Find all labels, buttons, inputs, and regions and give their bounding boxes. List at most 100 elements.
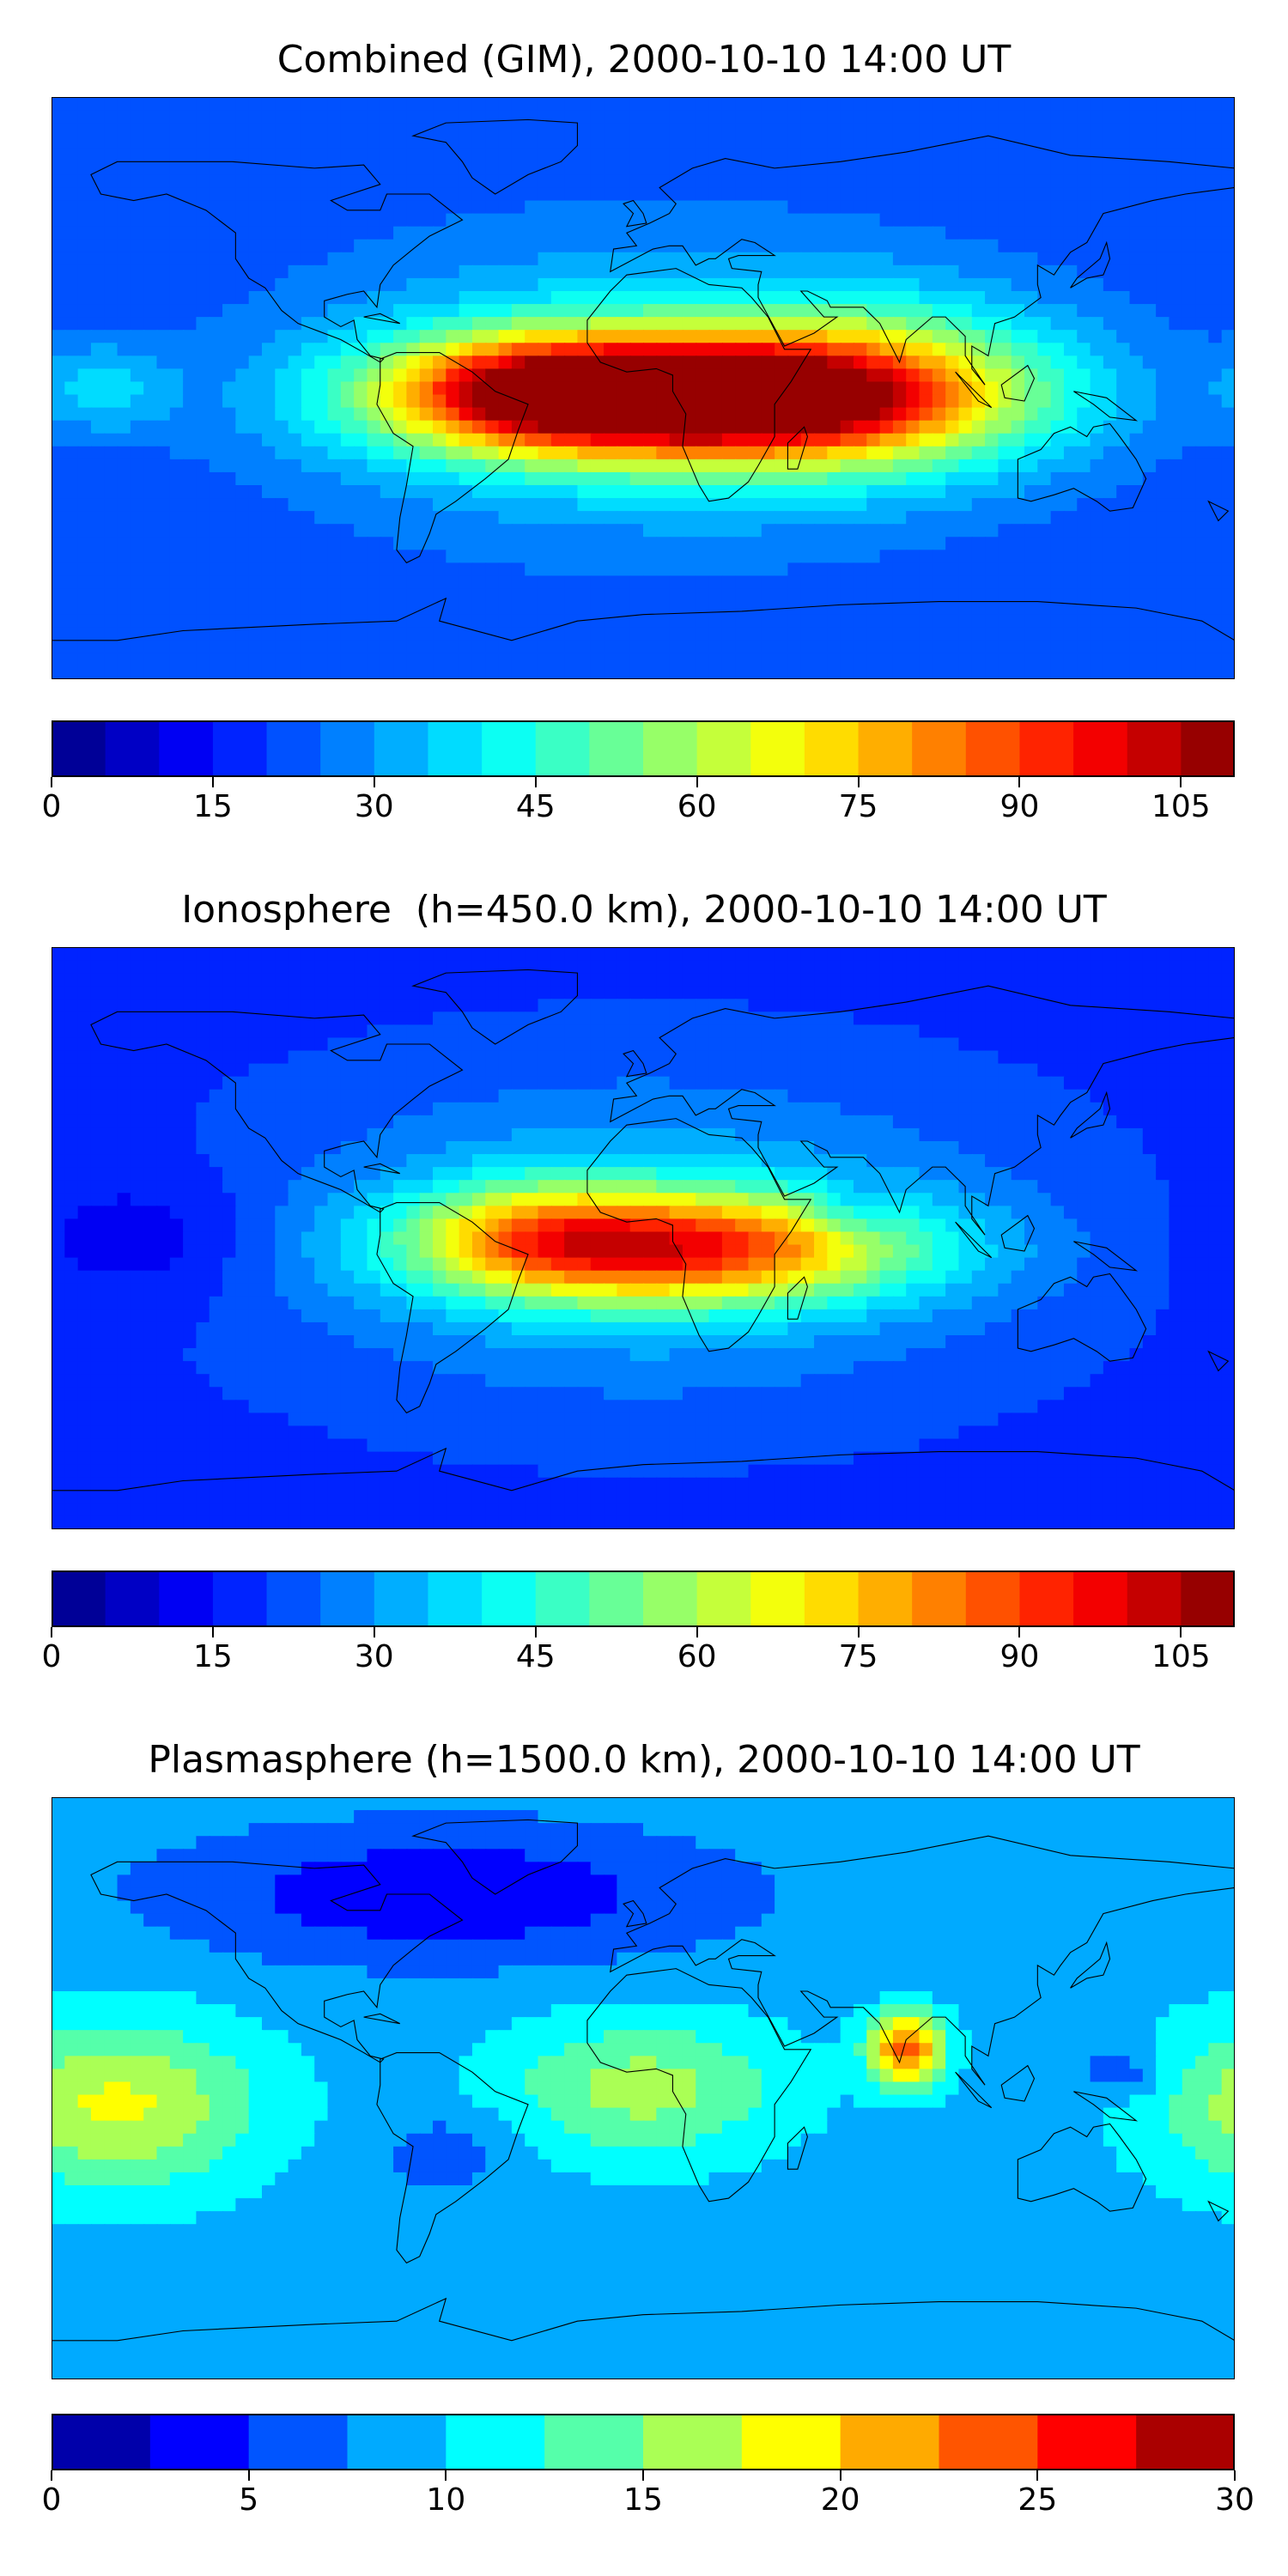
map-cell xyxy=(511,317,526,331)
map-cell xyxy=(1221,601,1235,616)
map-cell xyxy=(471,277,487,293)
map-cell xyxy=(577,550,592,564)
map-cell xyxy=(1050,640,1066,654)
map-cell xyxy=(1024,665,1039,679)
map-cell xyxy=(985,986,999,1000)
map-cell xyxy=(892,1012,908,1026)
map-cell xyxy=(419,562,434,577)
map-cell xyxy=(196,1024,210,1039)
map-cell xyxy=(1208,407,1223,422)
map-cell xyxy=(538,97,552,112)
map-cell xyxy=(1103,575,1118,590)
map-cell xyxy=(761,485,776,500)
map-cell xyxy=(314,498,329,513)
map-cell xyxy=(853,498,868,513)
map-cell xyxy=(1050,97,1066,112)
map-cell xyxy=(827,627,841,641)
map-cell xyxy=(775,433,789,447)
map-cell xyxy=(985,317,999,331)
map-cell xyxy=(1142,1037,1157,1052)
map-cell xyxy=(196,459,210,474)
map-cell xyxy=(156,485,171,500)
map-cell xyxy=(1063,1063,1078,1078)
map-cell xyxy=(1077,640,1091,654)
map-cell xyxy=(1011,264,1026,280)
map-cell xyxy=(682,149,697,163)
map-cell xyxy=(721,524,737,538)
map-cell xyxy=(64,330,79,344)
map-cell xyxy=(261,381,276,396)
map-cell xyxy=(604,304,618,319)
map-cell xyxy=(1090,1012,1105,1026)
map-cell xyxy=(485,601,500,616)
map-cell xyxy=(1011,1050,1026,1065)
map-cell xyxy=(761,653,776,668)
map-cell xyxy=(485,471,500,487)
map-cell xyxy=(814,97,829,112)
map-cell xyxy=(1024,355,1039,370)
map-cell xyxy=(538,330,552,344)
map-cell xyxy=(52,511,66,526)
map-cell xyxy=(354,614,368,629)
map-cell xyxy=(840,394,855,409)
map-cell xyxy=(235,459,250,474)
map-cell xyxy=(380,562,395,577)
map-cell xyxy=(156,381,171,396)
map-cell xyxy=(735,575,750,590)
map-cell xyxy=(196,330,210,344)
map-cell xyxy=(919,136,933,150)
map-cell xyxy=(564,947,579,962)
map-cell xyxy=(511,343,526,357)
map-cell xyxy=(1090,1037,1105,1052)
map-cell xyxy=(1011,1037,1026,1052)
map-cell xyxy=(800,524,816,538)
map-cell xyxy=(288,123,303,137)
map-cell xyxy=(275,291,289,306)
map-cell xyxy=(1037,640,1052,654)
map-cell xyxy=(538,627,552,641)
map-cell xyxy=(564,149,579,163)
map-cell xyxy=(814,1024,829,1039)
map-cell xyxy=(301,187,316,202)
map-cell xyxy=(446,291,460,306)
map-cell xyxy=(1208,524,1223,538)
map-cell xyxy=(261,986,276,1000)
map-cell xyxy=(1037,187,1052,202)
map-cell xyxy=(669,394,684,409)
map-cell xyxy=(853,343,868,357)
coastline-new-guinea xyxy=(1073,392,1136,421)
map-cell xyxy=(511,394,526,409)
map-cell xyxy=(169,973,185,987)
map-cell xyxy=(945,614,960,629)
map-cell xyxy=(682,550,697,564)
map-cell xyxy=(235,986,250,1000)
map-cell xyxy=(314,433,329,447)
map-cell xyxy=(721,304,737,319)
map-cell xyxy=(879,264,895,280)
map-cell xyxy=(446,277,460,293)
map-cell xyxy=(1169,200,1183,215)
map-cell xyxy=(511,1063,526,1078)
map-cell xyxy=(538,355,552,370)
map-cell xyxy=(827,394,841,409)
map-cell xyxy=(354,381,368,396)
map-cell xyxy=(64,136,79,150)
map-cell xyxy=(735,110,750,125)
map-cell xyxy=(235,277,250,293)
map-cell xyxy=(419,355,434,370)
map-cell xyxy=(906,1024,920,1039)
colorbar-segment xyxy=(1019,720,1074,777)
map-cell xyxy=(945,471,960,487)
map-cell xyxy=(459,459,474,474)
map-cell xyxy=(1063,213,1078,228)
map-cell xyxy=(617,550,631,564)
map-cell xyxy=(169,110,185,125)
map-cell xyxy=(590,446,605,460)
map-cell xyxy=(748,588,762,603)
map-cell xyxy=(656,973,671,987)
map-cell xyxy=(577,264,592,280)
map-cell xyxy=(235,239,250,253)
map-cell xyxy=(248,304,264,319)
map-cell xyxy=(90,498,106,513)
map-cell xyxy=(1116,986,1131,1000)
